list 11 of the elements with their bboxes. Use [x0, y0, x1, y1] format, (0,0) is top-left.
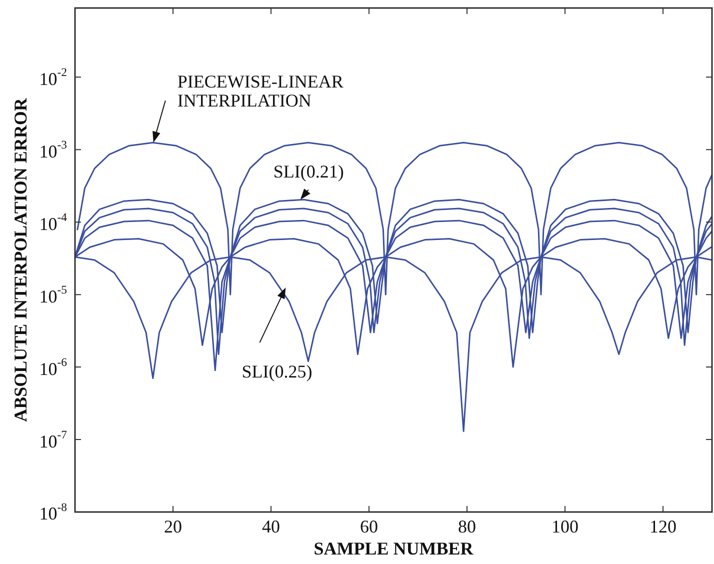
annotation: PIECEWISE-LINEAR INTERPILATION [177, 71, 344, 110]
annotation: SLI(0.21) [273, 161, 344, 182]
x-tick-label: 80 [458, 516, 476, 537]
x-axis-title: SAMPLE NUMBER [314, 538, 474, 559]
x-tick-label: 40 [262, 516, 280, 537]
x-tick-label: 120 [650, 516, 676, 537]
x-tick-label: 100 [552, 516, 578, 537]
y-axis-title: ABSOLUTE INTERPOLATION ERROR [10, 97, 31, 422]
annotation: SLI(0.25) [242, 361, 312, 382]
x-tick-label: 60 [360, 516, 378, 537]
x-tick-label: 20 [164, 516, 182, 537]
